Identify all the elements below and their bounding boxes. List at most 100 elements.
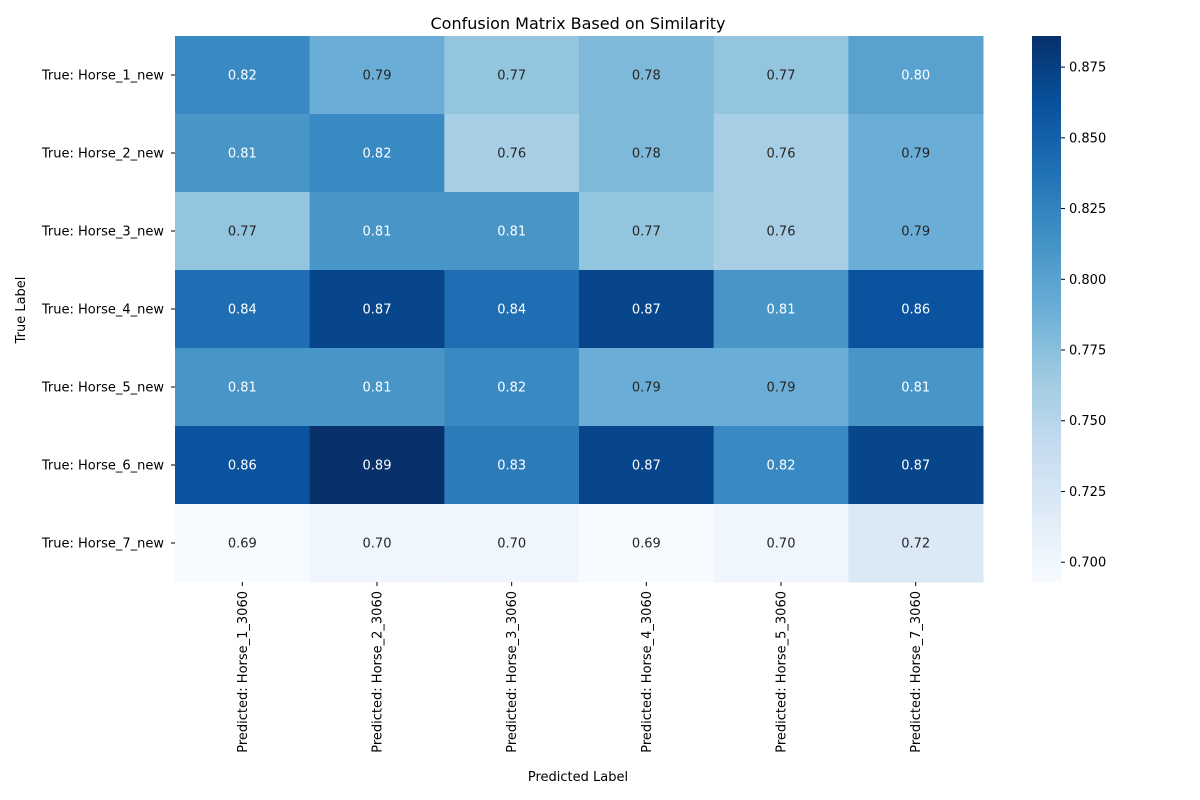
heatmap-cell-value: 0.82 [228, 69, 257, 84]
heatmap-cell [175, 192, 311, 271]
heatmap-cell [848, 348, 984, 427]
y-tick-label: True: Horse_2_new [41, 147, 164, 162]
x-axis-label: Predicted Label [528, 770, 628, 785]
colorbar-tick-label: 0.800 [1069, 273, 1106, 288]
heatmap-cell-value: 0.81 [228, 381, 257, 396]
heatmap-cell-value: 0.82 [363, 147, 392, 162]
heatmap-cell [713, 36, 849, 115]
heatmap-cell-value: 0.89 [363, 459, 392, 474]
heatmap-cell-value: 0.82 [767, 459, 796, 474]
heatmap-cell [713, 192, 849, 271]
heatmap-cell-value: 0.76 [767, 147, 796, 162]
heatmap-cell-value: 0.70 [497, 537, 526, 552]
heatmap-cell-value: 0.86 [901, 303, 930, 318]
y-axis-label: True Label [14, 277, 29, 345]
colorbar-tick-label: 0.750 [1069, 414, 1106, 429]
heatmap-cell [713, 426, 849, 505]
heatmap-cell [713, 270, 849, 349]
heatmap-cell [444, 192, 580, 271]
heatmap-cell-value: 0.81 [767, 303, 796, 318]
colorbar-tick-label: 0.825 [1069, 202, 1106, 217]
heatmap-cell-value: 0.83 [497, 459, 526, 474]
heatmap-cell [579, 114, 715, 193]
y-tick-label: True: Horse_6_new [41, 459, 164, 474]
heatmap-cell [579, 426, 715, 505]
heatmap-cell [848, 114, 984, 193]
heatmap-cell-value: 0.87 [632, 303, 661, 318]
heatmap-cell-value: 0.76 [767, 225, 796, 240]
heatmap-cell-value: 0.77 [228, 225, 257, 240]
heatmap-cell-value: 0.81 [901, 381, 930, 396]
x-tick-label: Predicted: Horse_1_3060 [236, 591, 251, 753]
x-tick-label: Predicted: Horse_7_3060 [909, 591, 924, 753]
heatmap-cell-value: 0.79 [901, 225, 930, 240]
heatmap-cell [444, 270, 580, 349]
heatmap-cell [175, 114, 311, 193]
heatmap-cell [713, 504, 849, 583]
x-tick-label: Predicted: Horse_2_3060 [371, 591, 386, 753]
heatmap-cell [175, 504, 311, 583]
colorbar-ticks: 0.700 0.725 0.750 0.775 0.800 0.825 0.850 0.875 [1061, 61, 1106, 571]
heatmap-cell-value: 0.77 [632, 225, 661, 240]
colorbar-tick-label: 0.850 [1069, 131, 1106, 146]
x-axis-ticks: Predicted: Horse_1_3060 Predicted: Horse_… [236, 582, 924, 753]
heatmap-cell-value: 0.79 [901, 147, 930, 162]
heatmap-cell [444, 426, 580, 505]
heatmap-cell [579, 348, 715, 427]
heatmap-cell [309, 348, 445, 427]
x-tick-label: Predicted: Horse_5_3060 [775, 591, 790, 753]
heatmap-cell [309, 114, 445, 193]
y-tick-label: True: Horse_3_new [41, 225, 164, 240]
colorbar-tick-label: 0.725 [1069, 485, 1106, 500]
heatmap-cell [309, 36, 445, 115]
heatmap-cell-value: 0.79 [632, 381, 661, 396]
x-tick-label: Predicted: Horse_4_3060 [640, 591, 655, 753]
heatmap-cells [175, 36, 984, 583]
heatmap-cell [444, 114, 580, 193]
heatmap-cell-value: 0.79 [767, 381, 796, 396]
heatmap-cell [444, 36, 580, 115]
colorbar-tick-label: 0.875 [1069, 61, 1106, 76]
heatmap-cell-value: 0.69 [632, 537, 661, 552]
heatmap-cell-value: 0.70 [767, 537, 796, 552]
heatmap-cell-value: 0.78 [632, 147, 661, 162]
heatmap-cell [848, 192, 984, 271]
heatmap-cell [309, 192, 445, 271]
heatmap-cell-value: 0.81 [497, 225, 526, 240]
heatmap-cell-value: 0.87 [363, 303, 392, 318]
heatmap-cell [579, 270, 715, 349]
heatmap-cell [579, 504, 715, 583]
chart-title: Confusion Matrix Based on Similarity [431, 14, 726, 33]
colorbar-tick-label: 0.700 [1069, 556, 1106, 571]
heatmap-cell [848, 504, 984, 583]
heatmap-cell [713, 114, 849, 193]
heatmap-cell-value: 0.87 [632, 459, 661, 474]
y-tick-label: True: Horse_1_new [41, 69, 164, 84]
heatmap-cell [848, 426, 984, 505]
y-tick-label: True: Horse_5_new [41, 381, 164, 396]
heatmap-cell-value: 0.81 [363, 381, 392, 396]
heatmap-cell-value: 0.82 [497, 381, 526, 396]
colorbar-tick-label: 0.775 [1069, 344, 1106, 359]
x-tick-label: Predicted: Horse_3_3060 [505, 591, 520, 753]
heatmap-cell-value: 0.72 [901, 537, 930, 552]
heatmap-cell-value: 0.81 [363, 225, 392, 240]
y-axis-ticks: True: Horse_1_new True: Horse_2_new True: … [41, 69, 175, 552]
heatmap-cell [309, 426, 445, 505]
y-tick-label: True: Horse_7_new [41, 537, 164, 552]
heatmap-cell [175, 270, 311, 349]
heatmap-cell [175, 348, 311, 427]
heatmap-cell-value: 0.76 [497, 147, 526, 162]
heatmap-cell-value: 0.69 [228, 537, 257, 552]
heatmap-cell-value: 0.81 [228, 147, 257, 162]
heatmap-cell-value: 0.86 [228, 459, 257, 474]
y-tick-label: True: Horse_4_new [41, 303, 164, 318]
heatmap-cell [713, 348, 849, 427]
heatmap-cell-value: 0.80 [901, 69, 930, 84]
heatmap-cell-value: 0.77 [767, 69, 796, 84]
heatmap-cell [309, 504, 445, 583]
heatmap-cell [444, 348, 580, 427]
heatmap-cell [175, 426, 311, 505]
heatmap-cell [444, 504, 580, 583]
